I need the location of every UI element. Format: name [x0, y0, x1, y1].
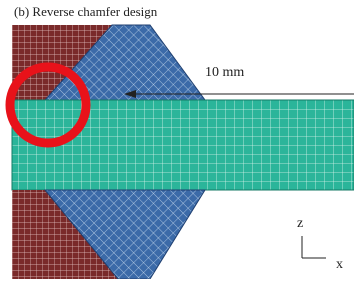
caption: (b) Reverse chamfer design	[14, 4, 158, 19]
x-label: x	[336, 257, 343, 272]
z-label: z	[297, 216, 303, 231]
mesh	[12, 25, 354, 279]
axes-triad: z x	[297, 216, 343, 272]
dimension-label: 10 mm	[205, 65, 244, 80]
figure: (b) Reverse chamfer design 10 mm z x	[0, 0, 354, 279]
green-strip	[12, 100, 354, 190]
page: (b) Reverse chamfer design 10 mm z x (()…	[0, 0, 354, 279]
